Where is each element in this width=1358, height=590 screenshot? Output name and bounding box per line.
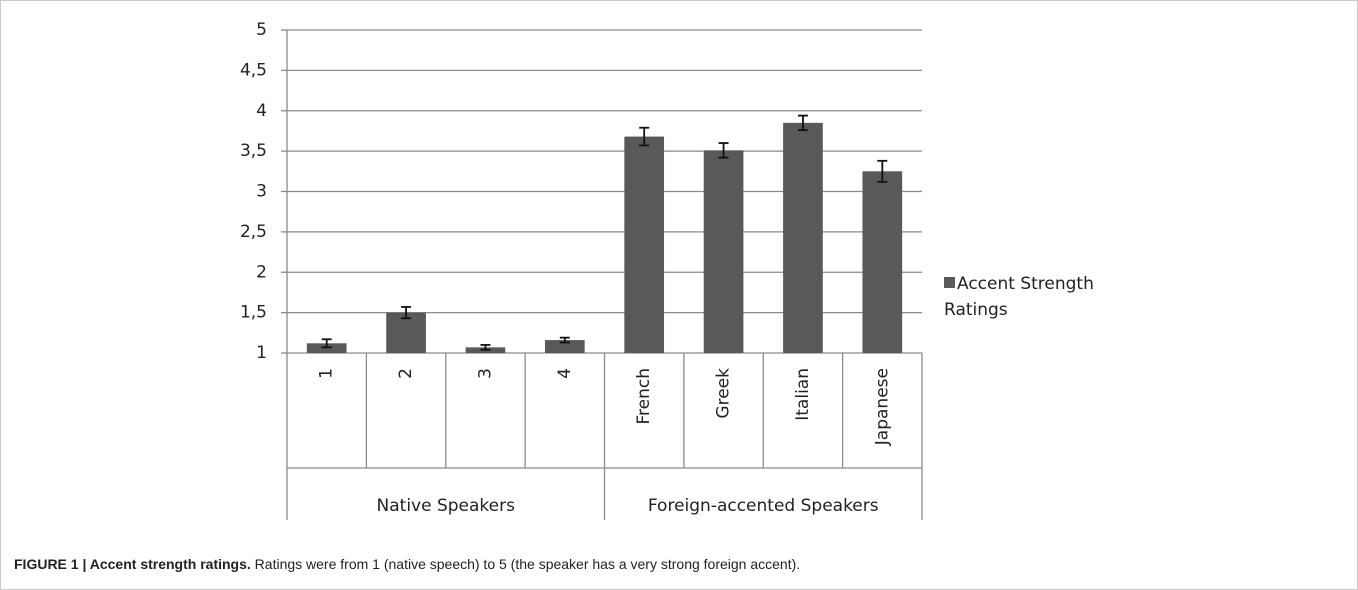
bar: [624, 136, 665, 353]
y-tick-label: 5: [256, 20, 267, 40]
error-bar: [401, 306, 412, 320]
x-tick-label: Greek: [714, 368, 734, 419]
x-tick-label: French: [634, 368, 654, 425]
caption: FIGURE 1 | Accent strength ratings. Rati…: [14, 556, 800, 572]
error-bar: [718, 142, 729, 159]
caption-text: Ratings were from 1 (native speech) to 5…: [254, 556, 801, 572]
group-label: Native Speakers: [377, 496, 516, 516]
x-tick-label: Italian: [793, 368, 813, 421]
bar: [862, 171, 903, 353]
x-tick-label: 2: [396, 368, 416, 379]
error-bar: [797, 114, 808, 132]
y-tick-label: 4: [256, 101, 267, 121]
bar: [544, 340, 585, 353]
y-tick-label: 3,5: [240, 141, 267, 161]
error-bar: [877, 159, 888, 183]
x-tick-label: Japanese: [872, 368, 892, 446]
bar: [783, 122, 823, 353]
bar: [386, 312, 426, 353]
error-bar: [321, 338, 332, 349]
legend: Accent Strength Ratings: [944, 271, 1144, 323]
bar: [703, 150, 744, 353]
y-tick-label: 3: [256, 182, 267, 202]
group-label: Foreign-accented Speakers: [648, 496, 879, 516]
x-tick-label: 4: [555, 368, 575, 379]
error-bar: [639, 126, 650, 147]
legend-swatch: [944, 277, 955, 288]
y-tick-label: 2,5: [240, 222, 267, 242]
y-tick-label: 1,5: [240, 303, 267, 323]
legend-label: Accent Strength Ratings: [944, 274, 1094, 320]
y-tick-label: 2: [256, 262, 267, 282]
y-tick-label: 1: [256, 343, 267, 363]
x-tick-label: 1: [317, 368, 337, 379]
x-tick-label: 3: [475, 368, 495, 379]
error-bar: [559, 336, 570, 344]
caption-label: FIGURE 1 | Accent strength ratings.: [14, 556, 251, 572]
error-bar: [480, 344, 491, 351]
y-tick-label: 4,5: [240, 60, 267, 80]
